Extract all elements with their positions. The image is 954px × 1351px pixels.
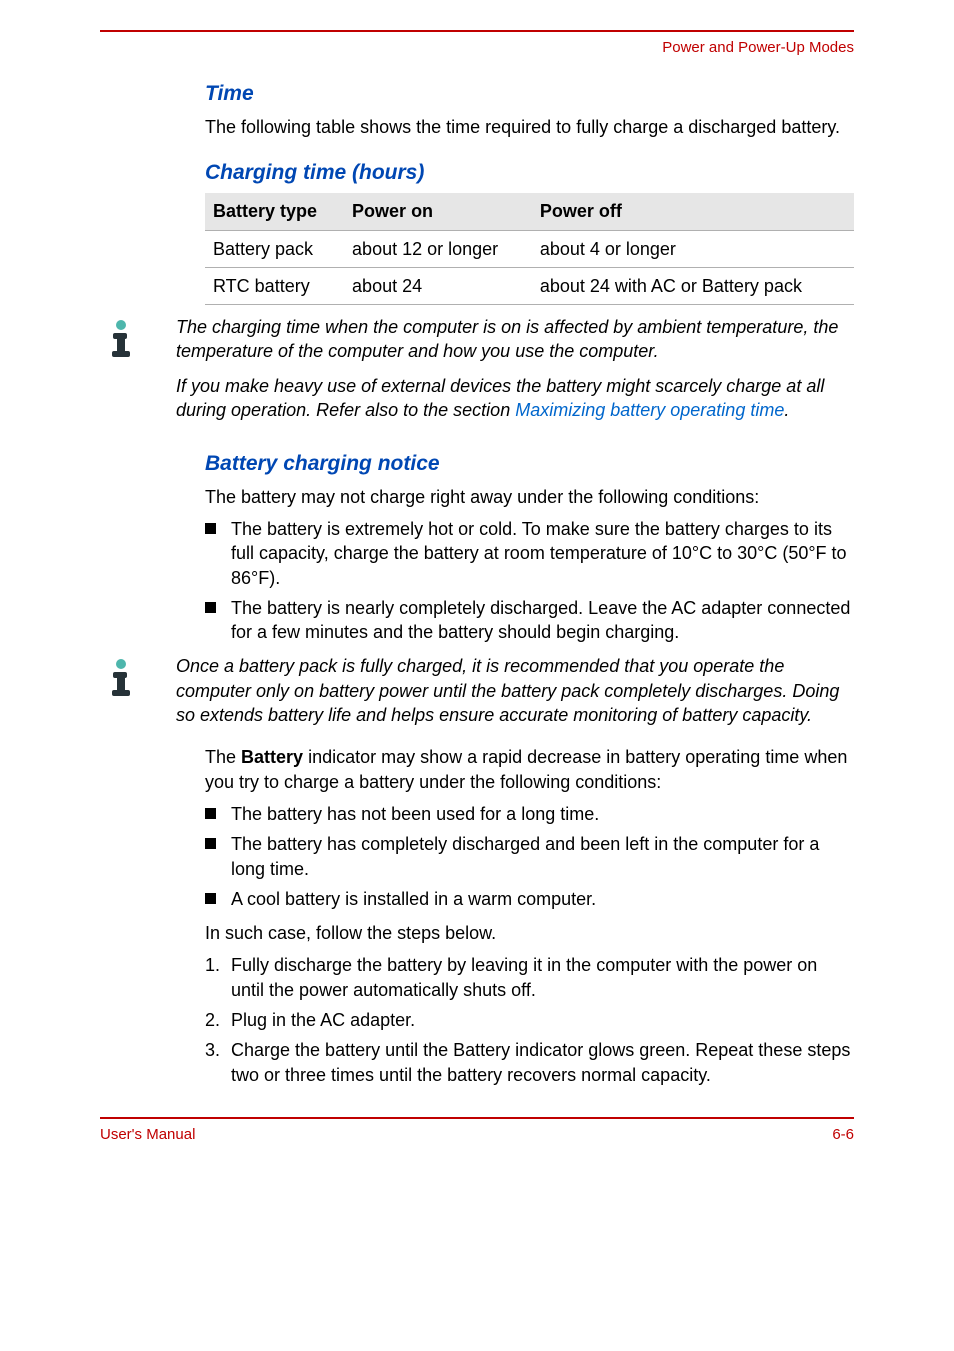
info-icon — [100, 317, 142, 359]
list-item: Fully discharge the battery by leaving i… — [205, 953, 854, 1002]
time-paragraph: The following table shows the time requi… — [205, 115, 854, 139]
table-row: Battery pack about 12 or longer about 4 … — [205, 230, 854, 267]
cell: about 24 with AC or Battery pack — [532, 267, 854, 304]
table-row: RTC battery about 24 about 24 with AC or… — [205, 267, 854, 304]
charging-time-table: Battery type Power on Power off Battery … — [205, 193, 854, 305]
list-item: The battery has not been used for a long… — [205, 802, 854, 826]
heading-charging-time: Charging time (hours) — [205, 159, 854, 187]
cell: about 4 or longer — [532, 230, 854, 267]
battery-bold: Battery — [241, 747, 303, 767]
cell: about 12 or longer — [344, 230, 532, 267]
cell: RTC battery — [205, 267, 344, 304]
list-item: The battery is nearly completely dischar… — [205, 596, 854, 645]
note1-p2b: . — [784, 400, 789, 420]
list-item: A cool battery is installed in a warm co… — [205, 887, 854, 911]
list-item: The battery has completely discharged an… — [205, 832, 854, 881]
link-maximizing-battery[interactable]: Maximizing battery operating time — [515, 400, 784, 420]
cell: Battery pack — [205, 230, 344, 267]
note-block-2: Once a battery pack is fully charged, it… — [100, 654, 854, 737]
list-item: The battery is extremely hot or cold. To… — [205, 517, 854, 590]
info-icon — [100, 656, 142, 698]
after-p2: In such case, follow the steps below. — [205, 921, 854, 945]
after-p1: The Battery indicator may show a rapid d… — [205, 745, 854, 794]
running-header: Power and Power-Up Modes — [100, 38, 854, 58]
after-p1a: The — [205, 747, 241, 767]
list-item: Plug in the AC adapter. — [205, 1008, 854, 1032]
th-power-off: Power off — [532, 193, 854, 230]
cell: about 24 — [344, 267, 532, 304]
heading-time: Time — [205, 80, 854, 108]
th-power-on: Power on — [344, 193, 532, 230]
notice-intro: The battery may not charge right away un… — [205, 485, 854, 509]
list-item: Charge the battery until the Battery ind… — [205, 1038, 854, 1087]
note-block-1: The charging time when the computer is o… — [100, 315, 854, 432]
heading-battery-notice: Battery charging notice — [205, 450, 854, 478]
note2-p: Once a battery pack is fully charged, it… — [176, 654, 854, 727]
note1-p2: If you make heavy use of external device… — [176, 374, 854, 423]
note1-p1: The charging time when the computer is o… — [176, 315, 854, 364]
footer-right: 6-6 — [832, 1125, 854, 1145]
top-rule — [100, 30, 854, 32]
page-footer: User's Manual 6-6 — [100, 1117, 854, 1145]
footer-left: User's Manual — [100, 1125, 195, 1145]
th-battery-type: Battery type — [205, 193, 344, 230]
